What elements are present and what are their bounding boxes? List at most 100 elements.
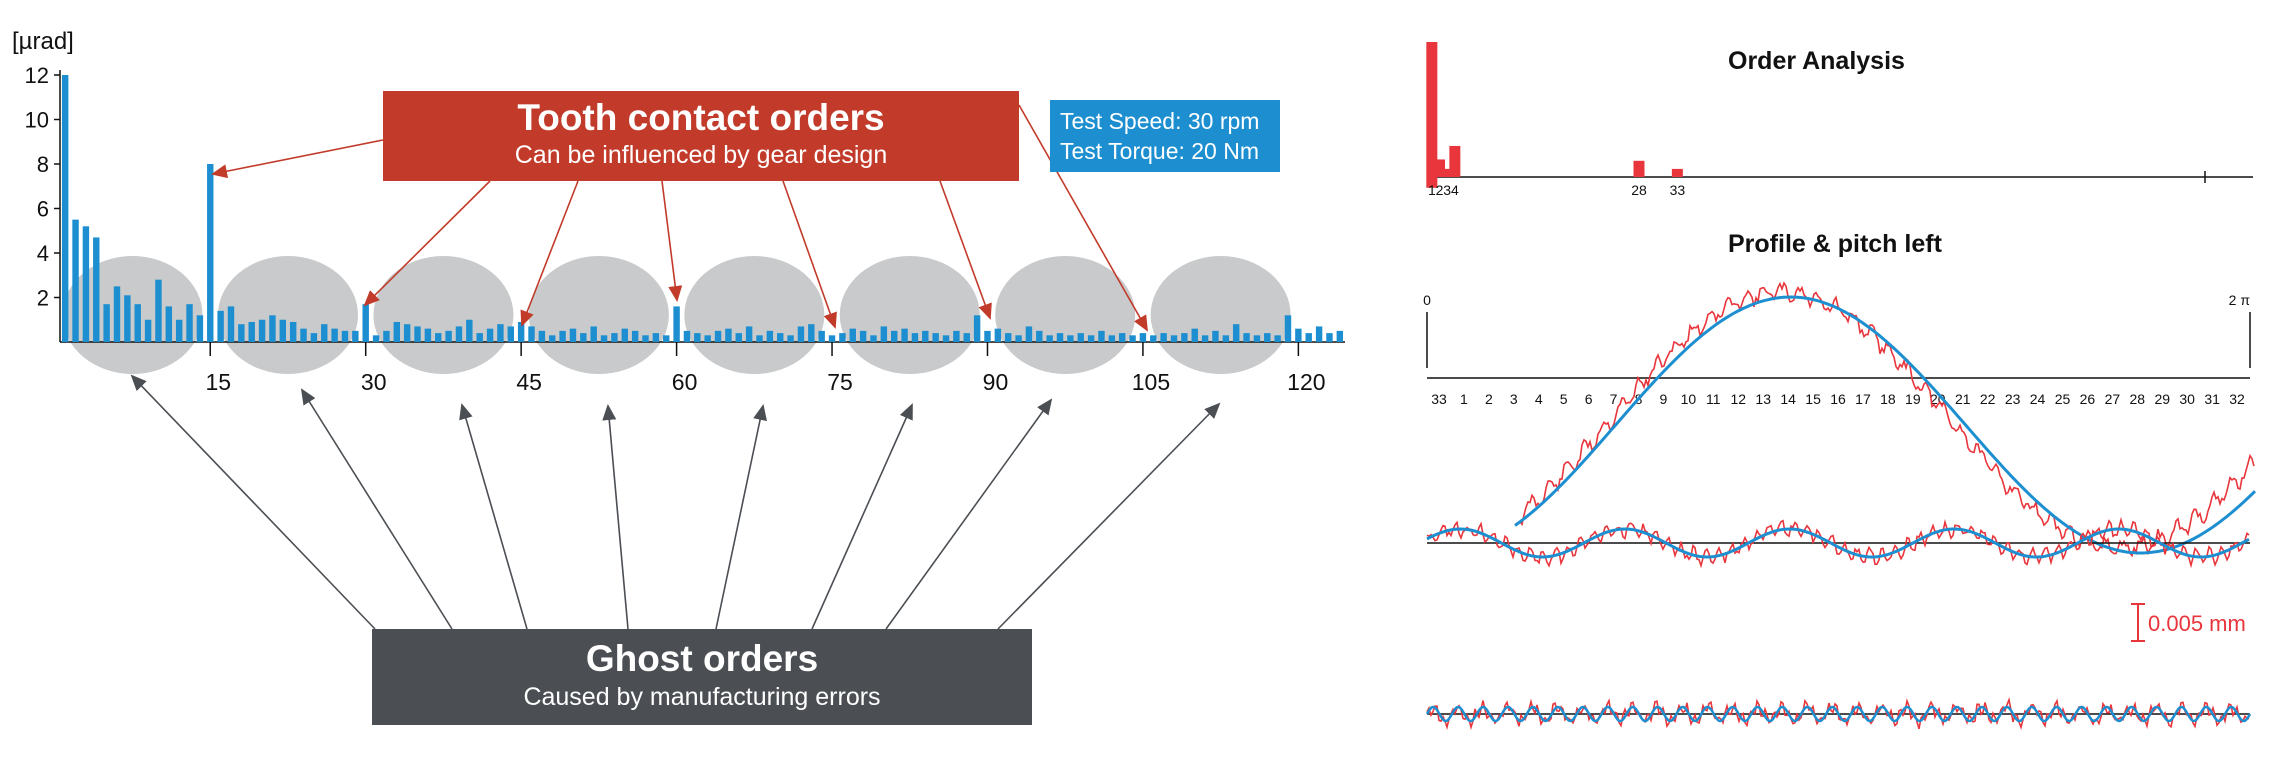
test-conditions-box: Test Speed: 30 rpm Test Torque: 20 Nm xyxy=(1050,100,1280,172)
tooth-number-label: 9 xyxy=(1660,391,1668,407)
bar xyxy=(476,333,483,342)
bar xyxy=(93,237,100,342)
order-bar xyxy=(1449,145,1461,177)
bar xyxy=(932,333,939,342)
tooth-contact-arrow xyxy=(520,180,579,327)
bar xyxy=(134,304,141,342)
x-tick-label: 75 xyxy=(827,369,853,395)
bar xyxy=(787,335,794,342)
bar xyxy=(1150,335,1157,342)
ghost-order-arrow xyxy=(997,402,1221,630)
bar xyxy=(1170,335,1178,342)
bar xyxy=(1015,335,1022,342)
bar xyxy=(279,319,287,342)
bar xyxy=(227,306,235,342)
bar xyxy=(300,328,307,342)
tooth-contact-arrow xyxy=(939,180,992,320)
tooth-number-label: 17 xyxy=(1855,391,1871,407)
bar xyxy=(714,330,722,342)
bar xyxy=(549,335,556,342)
bar xyxy=(611,333,618,342)
bar xyxy=(839,333,846,342)
scale-label: 0.005 mm xyxy=(2148,611,2246,636)
test-torque: Test Torque: 20 Nm xyxy=(1060,138,1260,164)
order-tick-label: 2 xyxy=(1436,182,1444,198)
bar xyxy=(258,319,266,342)
tooth-number-label: 10 xyxy=(1681,391,1697,407)
bar xyxy=(1046,335,1053,342)
callout-arrows xyxy=(130,104,1221,630)
order-bar xyxy=(1441,168,1453,177)
bar xyxy=(1108,335,1116,342)
bar xyxy=(1284,315,1292,342)
bar xyxy=(1243,333,1250,342)
bar xyxy=(922,330,929,342)
ghost-order-arrow xyxy=(300,388,453,630)
x-tick-label: 90 xyxy=(983,369,1009,395)
bar xyxy=(808,324,815,342)
bar xyxy=(1191,328,1198,342)
bar xyxy=(269,315,276,342)
bar xyxy=(435,333,442,342)
bar xyxy=(414,326,421,342)
tooth-number-label: 3 xyxy=(1510,391,1518,407)
bar xyxy=(1139,333,1147,342)
bar xyxy=(777,333,784,342)
tooth-number-label: 4 xyxy=(1535,391,1543,407)
bar xyxy=(362,304,369,342)
bar xyxy=(631,330,639,342)
order-bar-negative xyxy=(1426,177,1438,188)
tooth-number-label: 27 xyxy=(2105,391,2121,407)
bar xyxy=(580,333,587,342)
bar xyxy=(1025,326,1033,342)
bar xyxy=(984,330,991,342)
order-bar xyxy=(1426,42,1438,177)
bar xyxy=(1222,335,1230,342)
bar xyxy=(942,335,950,342)
bar xyxy=(455,326,463,342)
x-tick-label: 60 xyxy=(672,369,698,395)
bar xyxy=(144,319,152,342)
tooth-number-label: 31 xyxy=(2204,391,2220,407)
bar xyxy=(1201,335,1209,342)
tooth-number-label: 24 xyxy=(2030,391,2046,407)
ghost-orders-title: Ghost orders xyxy=(585,638,819,679)
bar xyxy=(797,326,805,342)
profile-fit-curve xyxy=(1514,295,2257,555)
bar xyxy=(663,335,670,342)
ghost-order-ellipse xyxy=(1150,256,1291,374)
bar xyxy=(113,286,121,342)
bar xyxy=(341,330,349,342)
bar xyxy=(321,324,328,342)
ghost-order-ellipse xyxy=(217,256,358,374)
bar xyxy=(466,319,473,342)
profile-title: Profile & pitch left xyxy=(1728,230,1942,258)
bar xyxy=(248,321,255,342)
bar xyxy=(621,328,628,342)
ghost-order-arrow xyxy=(602,404,629,630)
tooth-contact-arrow xyxy=(363,180,491,307)
bar xyxy=(973,315,981,342)
bar xyxy=(963,333,970,342)
bar xyxy=(1336,330,1344,342)
bar xyxy=(891,330,898,342)
profile-start-label: 0 xyxy=(1423,292,1431,308)
bar xyxy=(725,328,732,342)
bar xyxy=(538,330,546,342)
bar xyxy=(642,335,649,342)
y-tick-label: 4 xyxy=(37,241,49,266)
bar xyxy=(673,306,680,342)
bar xyxy=(383,330,390,342)
tooth-contact-title: Tooth contact orders xyxy=(517,97,885,138)
bar xyxy=(766,330,774,342)
bar xyxy=(1056,333,1064,342)
tooth-number-label: 26 xyxy=(2080,391,2096,407)
bar xyxy=(445,330,452,342)
tooth-number-label: 21 xyxy=(1955,391,1971,407)
ghost-order-ellipse xyxy=(684,256,825,374)
profile-measured-trace xyxy=(1519,281,2255,558)
bar xyxy=(818,330,825,342)
bar xyxy=(528,326,535,342)
ghost-order-ellipse xyxy=(528,256,669,374)
bar xyxy=(994,328,1002,342)
